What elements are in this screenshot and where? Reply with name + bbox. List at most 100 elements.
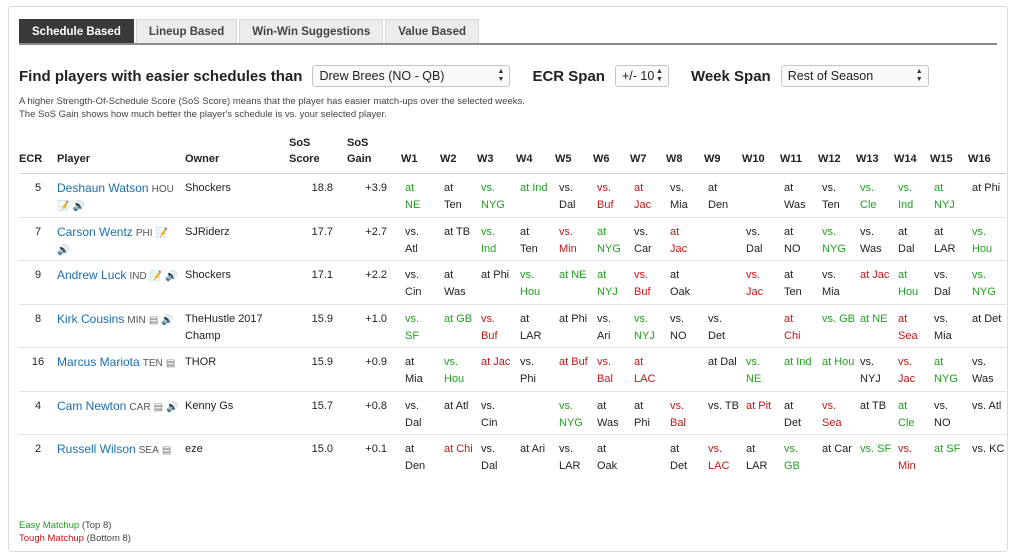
- tab-win-win-suggestions[interactable]: Win-Win Suggestions: [239, 19, 384, 43]
- ecr-cell: 16: [19, 347, 57, 391]
- player-link[interactable]: Cam Newton: [57, 398, 127, 413]
- player-cell: Kirk Cousins MIN ▤ 🔊: [57, 303, 185, 348]
- matchup-cell: vs. Ten: [818, 173, 856, 217]
- matchup-line-1: vs.: [481, 443, 496, 455]
- matchup-line-1: vs.: [444, 356, 459, 368]
- matchup-line-2: Phi: [520, 373, 536, 385]
- matchup-line-2: Car: [634, 242, 652, 255]
- sos-gain-cell: +2.7: [347, 216, 401, 261]
- matchup-line-2: Det: [670, 460, 688, 472]
- matchup-cell: at LAR: [930, 216, 968, 261]
- matchup-cell: [630, 434, 666, 478]
- note-icon[interactable]: ▤: [161, 445, 172, 456]
- player-select[interactable]: Drew Brees (NO - QB) ▲ ▼: [312, 65, 511, 87]
- matchup-line-2: Jac: [634, 199, 652, 211]
- note-icon[interactable]: ▤: [165, 358, 176, 369]
- audio-icon[interactable]: 🔊: [165, 271, 178, 282]
- matchup-cell: vs. Min: [555, 216, 593, 261]
- matchup-line-1: vs.: [481, 182, 496, 194]
- ecr-span-value: +/- 10: [621, 69, 655, 83]
- col-sos-gain[interactable]: SoS Gain: [347, 137, 372, 165]
- player-icons: 📝🔊: [150, 271, 181, 282]
- matchup-line-1: at: [634, 182, 644, 194]
- week-span-value: Rest of Season: [787, 69, 874, 83]
- col-week-6: W6: [593, 153, 610, 165]
- matchup-line-1: vs.: [972, 225, 987, 238]
- matchup-cell: vs. Dal: [742, 216, 780, 261]
- matchup-cell: vs. Cin: [401, 260, 440, 304]
- matchup-cell: vs. Atl: [401, 216, 440, 261]
- matchup-line-1: at: [934, 225, 944, 238]
- col-sos-score[interactable]: SoS Score: [289, 137, 320, 165]
- tab-bar: Schedule Based Lineup Based Win-Win Sugges…: [19, 19, 997, 45]
- matchup-line-2: Ten: [784, 286, 802, 298]
- matchup-line-2: Atl: [405, 242, 418, 255]
- week-span-label: Week Span: [690, 67, 771, 85]
- table-body: 5 Deshaun Watson HOU 📝 🔊 Shockers 18.8 +3.9 at…: [19, 173, 1006, 478]
- tab-schedule-based[interactable]: Schedule Based: [19, 19, 134, 43]
- matchup-cell: vs. NYJ: [856, 347, 894, 391]
- matchup-line-2: NE: [405, 199, 421, 211]
- matchup-line-2: Min: [898, 460, 916, 472]
- matchup-line-1: vs.: [898, 356, 913, 368]
- tab-value-based[interactable]: Value Based: [385, 19, 479, 43]
- note-icon[interactable]: ▤: [148, 314, 159, 326]
- note-add-icon[interactable]: 📝: [155, 227, 169, 239]
- audio-icon[interactable]: 🔊: [166, 401, 179, 413]
- player-link[interactable]: Carson Wentz: [57, 224, 133, 239]
- matchup-cell: at Was: [593, 390, 630, 435]
- matchup-cell: at Hou: [818, 347, 856, 391]
- note-icon[interactable]: ▤: [153, 401, 164, 413]
- matchup-cell: [742, 173, 780, 217]
- ecr-cell: 8: [19, 303, 57, 348]
- matchup-line-1: at Phi: [972, 182, 1001, 194]
- matchup-cell: [742, 303, 780, 348]
- player-link[interactable]: Andrew Luck: [57, 268, 127, 282]
- matchup-cell: at LAC: [630, 347, 666, 391]
- matchup-cell: at TB: [856, 390, 894, 435]
- col-week-8: W8: [666, 153, 683, 165]
- matchup-line-1: at: [444, 182, 454, 194]
- tab-lineup-based[interactable]: Lineup Based: [135, 19, 238, 43]
- matchup-line-2: LAR: [520, 329, 542, 342]
- matchup-cell: at NYJ: [930, 173, 968, 217]
- matchup-cell: vs. NYJ: [630, 303, 666, 348]
- matchup-line-1: at TB: [860, 399, 887, 412]
- col-player[interactable]: Player: [57, 153, 91, 165]
- audio-icon[interactable]: 🔊: [161, 314, 174, 326]
- matchup-line-2: Was: [860, 242, 882, 255]
- player-link[interactable]: Russell Wilson: [57, 442, 136, 456]
- col-ecr[interactable]: ECR: [19, 153, 43, 165]
- matchup-line-1: at: [520, 312, 530, 325]
- matchup-cell: vs. Ind: [894, 173, 930, 217]
- ecr-span-select[interactable]: +/- 10 ▲ ▼: [614, 65, 669, 87]
- matchup-line-2: Dal: [481, 460, 498, 472]
- matchup-cell: at Jac: [666, 216, 704, 261]
- ecr-cell: 2: [19, 434, 57, 478]
- matchup-line-1: at: [520, 225, 530, 238]
- matchup-line-2: Jac: [670, 242, 688, 255]
- audio-icon[interactable]: 🔊: [57, 244, 70, 256]
- col-owner[interactable]: Owner: [185, 153, 220, 165]
- player-link[interactable]: Kirk Cousins: [57, 311, 125, 326]
- note-add-icon[interactable]: 📝: [57, 201, 70, 212]
- matchup-cell: vs. LAC: [704, 434, 742, 478]
- audio-icon[interactable]: 🔊: [72, 201, 85, 212]
- owner-cell: Kenny Gs: [185, 390, 289, 435]
- matchup-line-1: at Ind: [520, 182, 548, 194]
- matchup-cell: at SF: [930, 434, 968, 478]
- matchup-line-2: NO: [784, 242, 801, 255]
- matchup-line-2: Sea: [898, 329, 918, 342]
- matchup-cell: at Buf: [555, 347, 593, 391]
- matchup-cell: vs. KC: [968, 434, 1006, 478]
- week-span-select[interactable]: Rest of Season ▲ ▼: [780, 65, 929, 87]
- player-link[interactable]: Deshaun Watson: [57, 181, 149, 195]
- note-add-icon[interactable]: 📝: [149, 271, 163, 282]
- player-link[interactable]: Marcus Mariota: [57, 355, 140, 369]
- matchup-line-1: vs.: [934, 312, 949, 325]
- owner-cell: THOR: [185, 347, 289, 391]
- legend: Easy Matchup (Top 8) Tough Matchup (Bott…: [19, 519, 131, 545]
- matchup-cell: at Chi: [440, 434, 477, 478]
- matchup-cell: at Ind: [780, 347, 818, 391]
- matchup-cell: vs. Min: [894, 434, 930, 478]
